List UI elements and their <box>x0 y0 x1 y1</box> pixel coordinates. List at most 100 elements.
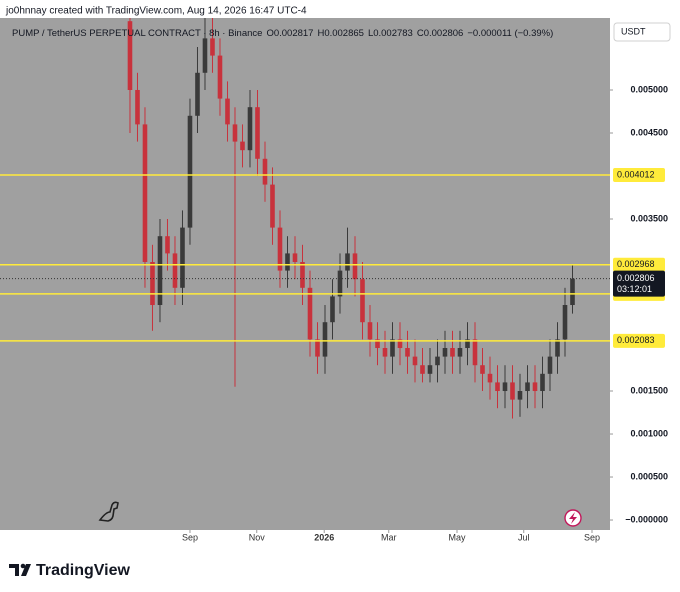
candle-body <box>210 38 215 56</box>
candle-body <box>330 296 335 323</box>
candle-body <box>195 72 200 116</box>
candle-body <box>435 356 440 366</box>
candle-body <box>172 253 178 288</box>
candle-body <box>277 227 283 271</box>
candle-body <box>307 287 313 340</box>
candle-body <box>217 55 223 99</box>
candle-body <box>525 382 530 392</box>
footer-logo <box>9 563 31 576</box>
candle-body <box>442 348 448 357</box>
candle-body <box>270 184 275 228</box>
candle-body <box>480 365 485 374</box>
candle-body <box>562 305 568 340</box>
candle-body <box>150 262 155 306</box>
candle-body <box>397 339 403 349</box>
x-tick-label: Jul <box>518 532 530 542</box>
candle-body <box>517 391 523 400</box>
last-price-tag <box>613 270 665 297</box>
candle-body <box>405 348 410 357</box>
candle-body <box>367 322 373 340</box>
candle-body <box>232 124 238 142</box>
header: jo0hnnay created with TradingView.com, A… <box>5 6 307 17</box>
candle-body <box>127 21 133 90</box>
x-tick-label: May <box>448 532 466 542</box>
y-tick-label: 0.005000 <box>630 84 668 94</box>
y-tick-label: 0.004500 <box>630 127 668 137</box>
candle-body <box>472 339 478 366</box>
candle-body <box>487 373 493 383</box>
x-tick-label: Nov <box>249 532 266 542</box>
last-price-label: 0.002806 <box>617 273 655 283</box>
candle-body <box>360 279 365 323</box>
flash-icon[interactable] <box>564 509 582 527</box>
countdown-label: 03:12:01 <box>617 284 652 294</box>
y-tick-label: 0.001000 <box>630 428 668 438</box>
level-tag <box>613 333 665 348</box>
candle-body <box>382 348 388 357</box>
candle-body <box>322 322 328 357</box>
ohlc-value: H0.002865 <box>317 28 363 39</box>
x-tick-label: Sep <box>182 532 198 542</box>
candle-body <box>412 356 418 366</box>
x-tick-label: Mar <box>381 532 397 542</box>
candle-body <box>255 107 260 159</box>
level-tag-label: 0.002968 <box>617 259 655 269</box>
level-tag-label: 0.002083 <box>617 335 655 345</box>
candle-body <box>375 339 380 349</box>
candle-body <box>337 270 343 297</box>
level-tag-label: 0.004012 <box>617 169 655 179</box>
candle-body <box>225 98 230 125</box>
level-tag <box>613 167 665 182</box>
candle-body <box>300 262 305 288</box>
footer-brand: TradingView <box>36 562 131 579</box>
candle-body <box>135 89 140 125</box>
candle-body <box>165 236 170 254</box>
candle-body <box>345 253 350 271</box>
plot-layer <box>0 18 610 419</box>
symbol-title: PUMP / TetherUS PERPETUAL CONTRACT · 8h … <box>12 28 262 39</box>
candle-body <box>262 158 268 185</box>
candle-body <box>450 348 455 357</box>
candle-body <box>570 278 575 306</box>
candle-body <box>142 124 148 263</box>
ohlc-value: −0.000011 (−0.39%) <box>467 28 553 39</box>
ohlc-value: O0.002817 <box>266 28 313 39</box>
candle-body <box>292 253 298 263</box>
candle-body <box>285 253 290 271</box>
candle-body <box>555 339 560 357</box>
x-tick-label: 2026 <box>314 532 334 542</box>
y-tick-label: −0.000000 <box>625 514 668 524</box>
candle-body <box>352 253 358 280</box>
candle-body <box>240 141 245 151</box>
candle-body <box>510 382 515 400</box>
ohlc-value: L0.002783 <box>368 28 413 39</box>
candle-body <box>427 365 433 374</box>
candle-body <box>180 227 185 288</box>
level-tag <box>613 257 665 272</box>
candle-body <box>420 365 425 374</box>
candle-body <box>540 373 545 392</box>
ohlc-value: C0.002806 <box>417 28 463 39</box>
candle-body <box>457 348 463 357</box>
dino-icon <box>98 501 119 522</box>
y-tick-label: 0.003500 <box>630 213 668 223</box>
candle-body <box>202 38 208 73</box>
candle-body <box>315 339 320 357</box>
currency-button-label[interactable]: USDT <box>621 26 646 36</box>
candle-body <box>157 236 163 306</box>
candle-body <box>547 356 553 374</box>
y-tick-label: 0.000500 <box>630 471 668 481</box>
candle-body <box>532 382 538 392</box>
symbol-legend: PUMP / TetherUS PERPETUAL CONTRACT · 8h … <box>12 28 553 39</box>
candle-body <box>502 382 508 392</box>
candle-body <box>390 339 395 357</box>
x-tick-label: Sep <box>584 532 600 542</box>
currency-button[interactable] <box>613 22 671 42</box>
candle-body <box>247 107 253 151</box>
candle-body <box>187 115 193 228</box>
candle-body <box>465 339 470 349</box>
candle-body <box>495 382 500 392</box>
plot-area <box>0 18 610 530</box>
y-tick-label: 0.001500 <box>630 385 668 395</box>
